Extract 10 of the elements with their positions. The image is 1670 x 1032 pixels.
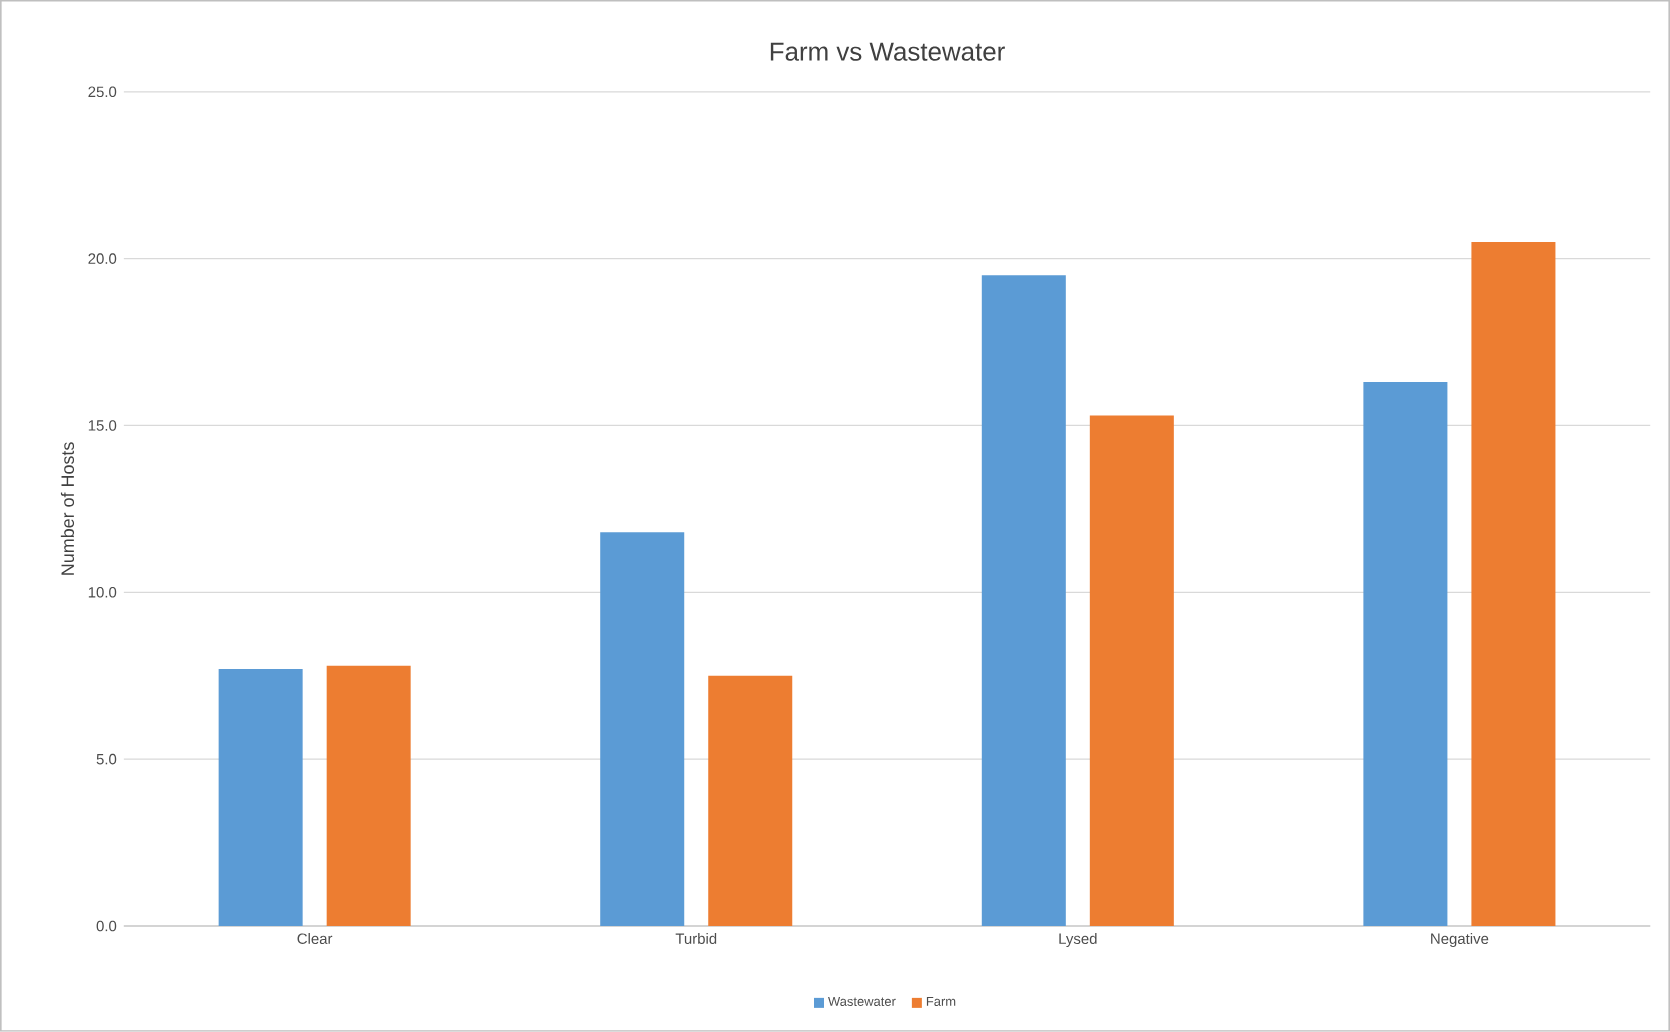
chart-title: Farm vs Wastewater [770,42,1005,61]
bar [708,675,793,927]
bar [600,532,685,927]
bar [326,665,411,927]
bar [1363,382,1448,927]
bar [981,275,1066,927]
bar [1089,415,1174,927]
bar [1471,242,1556,927]
bar [218,669,303,927]
y-axis-title: Number of Hosts [60,442,75,575]
